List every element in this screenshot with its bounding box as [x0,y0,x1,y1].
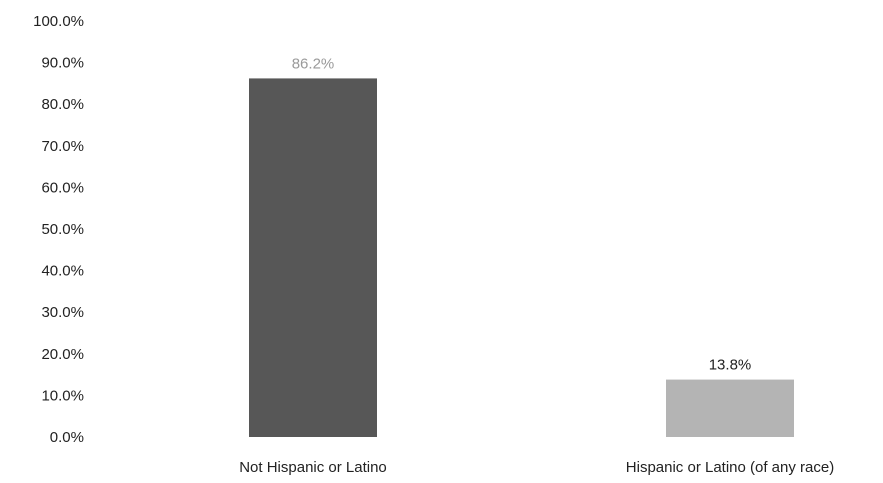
y-tick-label: 50.0% [41,221,84,238]
x-axis: Not Hispanic or Latino Hispanic or Latino… [239,459,834,476]
y-tick-label: 10.0% [41,387,84,404]
bar [249,78,377,438]
x-category-label: Not Hispanic or Latino [239,459,387,476]
y-tick-label: 70.0% [41,138,84,155]
y-tick-label: 0.0% [50,429,84,446]
y-tick-label: 60.0% [41,179,84,196]
y-tick-label: 80.0% [41,96,84,113]
y-tick-label: 40.0% [41,263,84,280]
y-tick-label: 90.0% [41,55,84,72]
data-label: 86.2% [292,55,335,72]
data-labels: 86.2% 13.8% [292,55,752,373]
y-tick-label: 30.0% [41,304,84,321]
data-label: 13.8% [709,357,752,374]
bar [666,379,794,437]
x-category-label: Hispanic or Latino (of any race) [626,459,834,476]
y-axis: 0.0% 10.0% 20.0% 30.0% 40.0% 50.0% 60.0% 70.0% 8… [33,13,84,446]
bars [249,78,794,438]
y-tick-label: 20.0% [41,346,84,363]
y-tick-label: 100.0% [33,13,84,30]
